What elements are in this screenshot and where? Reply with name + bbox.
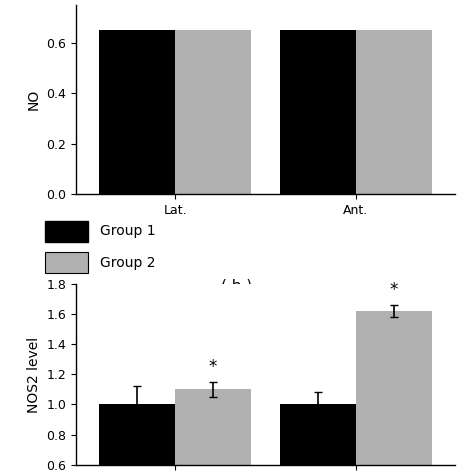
- Text: Group 1: Group 1: [100, 224, 156, 238]
- Y-axis label: NO: NO: [27, 89, 41, 110]
- Bar: [175, 30, 251, 194]
- Bar: [356, 30, 431, 194]
- Bar: [100, 404, 175, 474]
- Bar: [356, 311, 431, 474]
- Bar: [175, 390, 251, 474]
- Bar: [280, 404, 356, 474]
- Bar: [100, 30, 175, 194]
- Text: *: *: [209, 358, 217, 376]
- Text: *: *: [390, 282, 398, 300]
- Text: ( b ): ( b ): [221, 279, 253, 294]
- Bar: [280, 30, 356, 194]
- FancyBboxPatch shape: [45, 252, 88, 273]
- Text: Group 2: Group 2: [100, 255, 156, 270]
- FancyBboxPatch shape: [45, 221, 88, 242]
- Y-axis label: NOS2 level: NOS2 level: [27, 337, 41, 412]
